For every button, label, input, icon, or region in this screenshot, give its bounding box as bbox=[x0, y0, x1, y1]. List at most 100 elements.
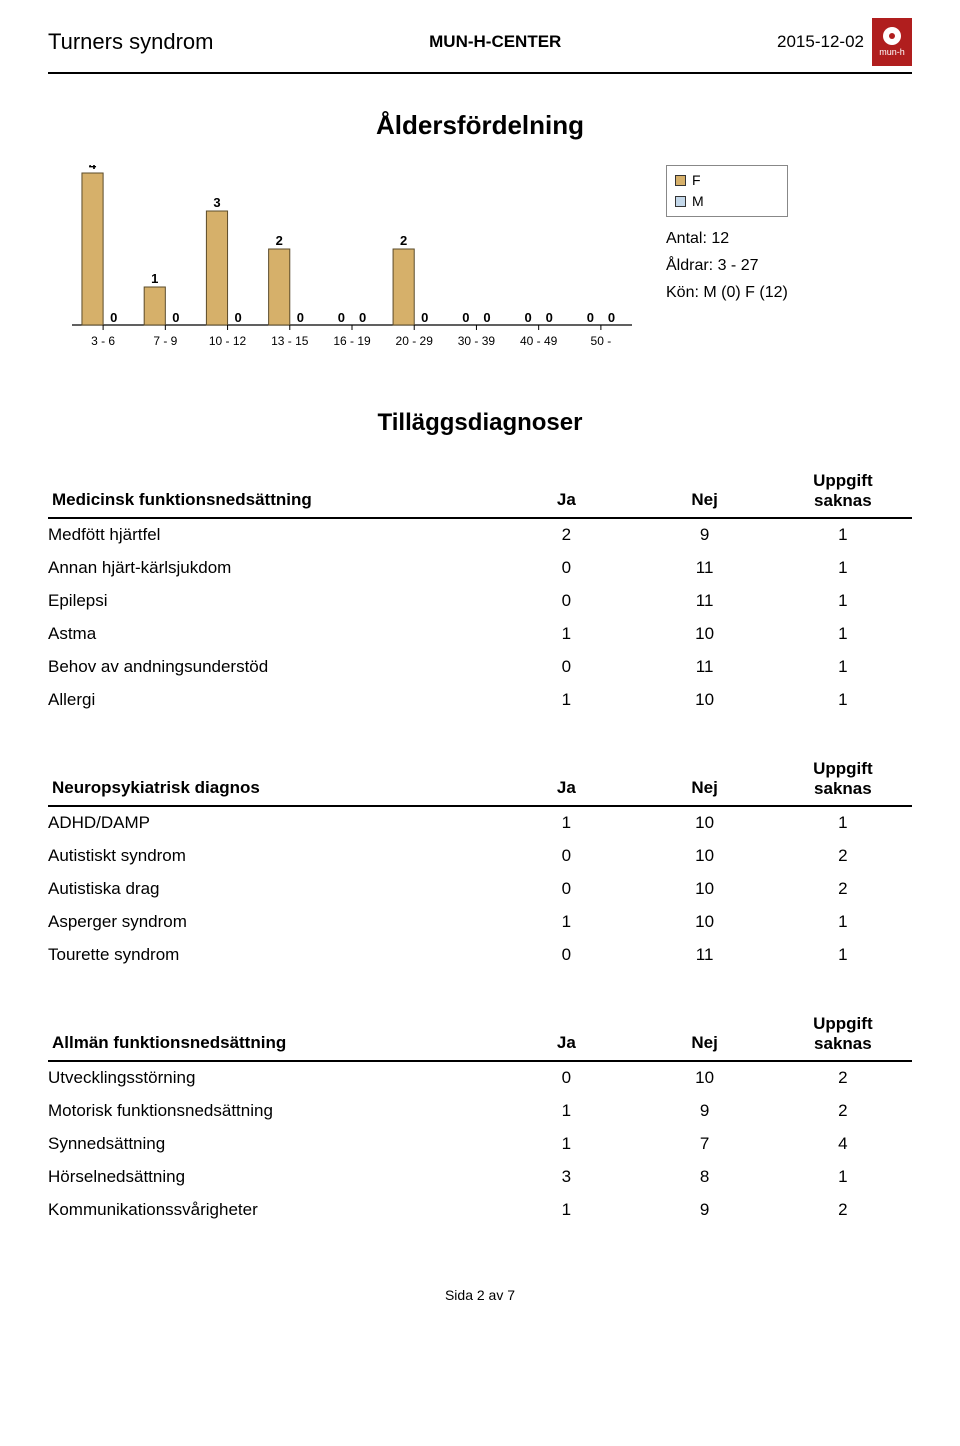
row-saknas: 1 bbox=[774, 651, 912, 684]
svg-text:20 - 29: 20 - 29 bbox=[396, 334, 434, 348]
row-nej: 10 bbox=[636, 806, 774, 840]
chart-legend: F M bbox=[666, 165, 788, 217]
row-ja: 1 bbox=[497, 684, 635, 717]
row-label: Asperger syndrom bbox=[48, 906, 497, 939]
svg-text:7 - 9: 7 - 9 bbox=[153, 334, 177, 348]
page-header: Turners syndrom MUN-H-CENTER 2015-12-02 … bbox=[48, 18, 912, 66]
svg-text:13 - 15: 13 - 15 bbox=[271, 334, 309, 348]
row-label: Autistiska drag bbox=[48, 873, 497, 906]
info-kon: Kön: M (0) F (12) bbox=[666, 279, 788, 306]
svg-text:0: 0 bbox=[172, 310, 179, 325]
svg-text:0: 0 bbox=[421, 310, 428, 325]
row-ja: 1 bbox=[497, 1194, 635, 1227]
row-saknas: 2 bbox=[774, 1095, 912, 1128]
svg-text:0: 0 bbox=[587, 310, 594, 325]
svg-text:4: 4 bbox=[89, 165, 97, 172]
svg-text:50 -: 50 - bbox=[591, 334, 612, 348]
tables-container: Medicinsk funktionsnedsättningJaNejUppgi… bbox=[48, 465, 912, 1227]
svg-text:3: 3 bbox=[213, 195, 220, 210]
row-saknas: 1 bbox=[774, 1161, 912, 1194]
row-nej: 9 bbox=[636, 1095, 774, 1128]
swatch-m bbox=[675, 196, 686, 207]
info-antal: Antal: 12 bbox=[666, 225, 788, 252]
row-nej: 11 bbox=[636, 552, 774, 585]
table-row: Allergi1101 bbox=[48, 684, 912, 717]
row-nej: 10 bbox=[636, 618, 774, 651]
row-ja: 0 bbox=[497, 939, 635, 972]
header-right: 2015-12-02 mun-h bbox=[777, 18, 912, 66]
legend-item-f: F bbox=[675, 170, 779, 191]
row-nej: 7 bbox=[636, 1128, 774, 1161]
row-label: Motorisk funktionsnedsättning bbox=[48, 1095, 497, 1128]
chart-side: F M Antal: 12 Åldrar: 3 - 27 Kön: M (0) … bbox=[666, 165, 788, 307]
svg-text:40 - 49: 40 - 49 bbox=[520, 334, 558, 348]
table-row: Behov av andningsunderstöd0111 bbox=[48, 651, 912, 684]
svg-text:2: 2 bbox=[276, 233, 283, 248]
svg-text:0: 0 bbox=[235, 310, 242, 325]
row-nej: 9 bbox=[636, 1194, 774, 1227]
table-row: Synnedsättning174 bbox=[48, 1128, 912, 1161]
row-label: Allergi bbox=[48, 684, 497, 717]
chart-section: 403 - 6107 - 93010 - 122013 - 150016 - 1… bbox=[48, 165, 912, 355]
table-row: Tourette syndrom0111 bbox=[48, 939, 912, 972]
row-label: Epilepsi bbox=[48, 585, 497, 618]
table-column-header: Nej bbox=[636, 1008, 774, 1061]
svg-text:0: 0 bbox=[524, 310, 531, 325]
row-label: Astma bbox=[48, 618, 497, 651]
logo-text: mun-h bbox=[879, 48, 905, 57]
row-label: ADHD/DAMP bbox=[48, 806, 497, 840]
row-ja: 0 bbox=[497, 873, 635, 906]
row-ja: 0 bbox=[497, 585, 635, 618]
row-saknas: 2 bbox=[774, 1194, 912, 1227]
row-label: Behov av andningsunderstöd bbox=[48, 651, 497, 684]
row-ja: 0 bbox=[497, 552, 635, 585]
table-row: Kommunikationssvårigheter192 bbox=[48, 1194, 912, 1227]
table-column-header: Ja bbox=[497, 753, 635, 806]
row-nej: 11 bbox=[636, 585, 774, 618]
svg-text:0: 0 bbox=[483, 310, 490, 325]
svg-text:10 - 12: 10 - 12 bbox=[209, 334, 247, 348]
row-label: Autistiskt syndrom bbox=[48, 840, 497, 873]
table-column-header: Uppgiftsaknas bbox=[774, 1008, 912, 1061]
legend-item-m: M bbox=[675, 191, 779, 212]
table-row: Astma1101 bbox=[48, 618, 912, 651]
doc-date: 2015-12-02 bbox=[777, 32, 864, 52]
table-column-header: Nej bbox=[636, 753, 774, 806]
row-label: Utvecklingsstörning bbox=[48, 1061, 497, 1095]
row-ja: 0 bbox=[497, 1061, 635, 1095]
row-saknas: 1 bbox=[774, 552, 912, 585]
row-ja: 1 bbox=[497, 1128, 635, 1161]
row-saknas: 1 bbox=[774, 684, 912, 717]
table-column-header: Neuropsykiatrisk diagnos bbox=[48, 753, 497, 806]
svg-text:0: 0 bbox=[608, 310, 615, 325]
row-nej: 11 bbox=[636, 651, 774, 684]
row-nej: 10 bbox=[636, 906, 774, 939]
table-row: Autistiskt syndrom0102 bbox=[48, 840, 912, 873]
row-nej: 10 bbox=[636, 1061, 774, 1095]
row-label: Tourette syndrom bbox=[48, 939, 497, 972]
table-column-header: Ja bbox=[497, 465, 635, 518]
row-nej: 10 bbox=[636, 840, 774, 873]
data-table: Neuropsykiatrisk diagnosJaNejUppgiftsakn… bbox=[48, 753, 912, 972]
data-table: Allmän funktionsnedsättningJaNejUppgifts… bbox=[48, 1008, 912, 1227]
age-bar-chart: 403 - 6107 - 93010 - 122013 - 150016 - 1… bbox=[60, 165, 640, 355]
row-ja: 2 bbox=[497, 518, 635, 552]
row-label: Kommunikationssvårigheter bbox=[48, 1194, 497, 1227]
table-row: ADHD/DAMP1101 bbox=[48, 806, 912, 840]
table-row: Motorisk funktionsnedsättning192 bbox=[48, 1095, 912, 1128]
row-ja: 1 bbox=[497, 906, 635, 939]
row-saknas: 1 bbox=[774, 806, 912, 840]
chart-info: Antal: 12 Åldrar: 3 - 27 Kön: M (0) F (1… bbox=[666, 225, 788, 307]
table-column-header: Uppgiftsaknas bbox=[774, 753, 912, 806]
row-nej: 10 bbox=[636, 873, 774, 906]
table-row: Annan hjärt-kärlsjukdom0111 bbox=[48, 552, 912, 585]
row-nej: 10 bbox=[636, 684, 774, 717]
row-label: Hörselnedsättning bbox=[48, 1161, 497, 1194]
svg-text:30 - 39: 30 - 39 bbox=[458, 334, 496, 348]
header-rule bbox=[48, 72, 912, 74]
row-label: Medfött hjärtfel bbox=[48, 518, 497, 552]
row-saknas: 1 bbox=[774, 518, 912, 552]
svg-text:0: 0 bbox=[359, 310, 366, 325]
row-saknas: 1 bbox=[774, 906, 912, 939]
table-row: Autistiska drag0102 bbox=[48, 873, 912, 906]
